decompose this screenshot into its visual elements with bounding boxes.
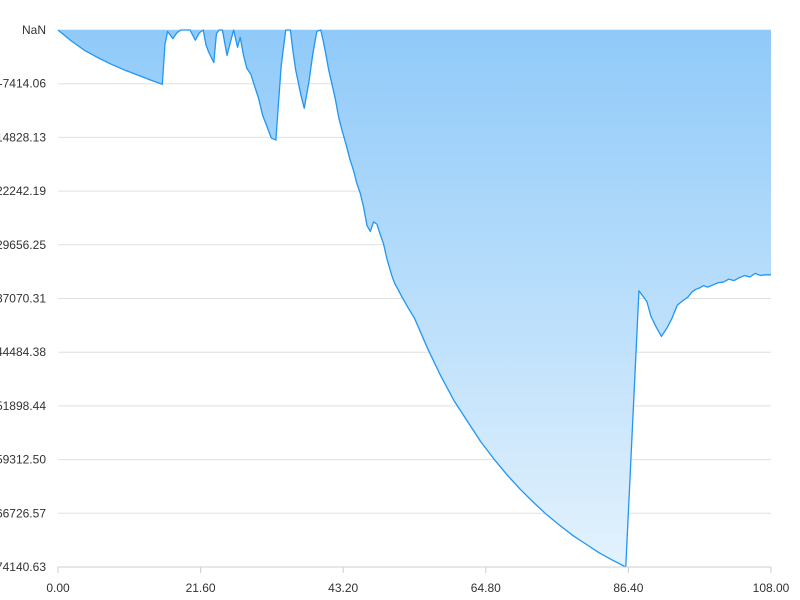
y-tick-label: 22242.19 (0, 184, 46, 198)
y-tick-label: 37070.31 (0, 291, 46, 305)
y-tick-label: 44484.38 (0, 345, 46, 359)
x-tick-label: 43.20 (328, 581, 358, 595)
y-tick-label: 29656.25 (0, 238, 46, 252)
y-tick-label: NaN (22, 23, 46, 37)
y-tick-label: 14828.13 (0, 130, 46, 144)
x-tick-label: 0.00 (46, 581, 70, 595)
x-axis: 0.00 21.60 43.20 64.80 86.40 108.00 (46, 566, 790, 595)
y-tick-label: 51898.44 (0, 399, 46, 413)
x-tick-label: 64.80 (471, 581, 501, 595)
y-tick-label: 74140.63 (0, 560, 46, 574)
plot-area (57, 29, 771, 568)
series-line (57, 29, 771, 568)
x-tick-label: 21.60 (186, 581, 216, 595)
x-tick-label: 86.40 (613, 581, 643, 595)
y-axis: NaN -7414.06 14828.13 22242.19 29656.25 37070… (0, 23, 46, 574)
y-tick-label: 59312.50 (0, 453, 46, 467)
x-tick-label: 108.00 (753, 581, 790, 595)
area-fill (58, 30, 771, 567)
y-tick-label: -7414.06 (0, 77, 46, 91)
y-tick-label: 66726.57 (0, 506, 46, 520)
